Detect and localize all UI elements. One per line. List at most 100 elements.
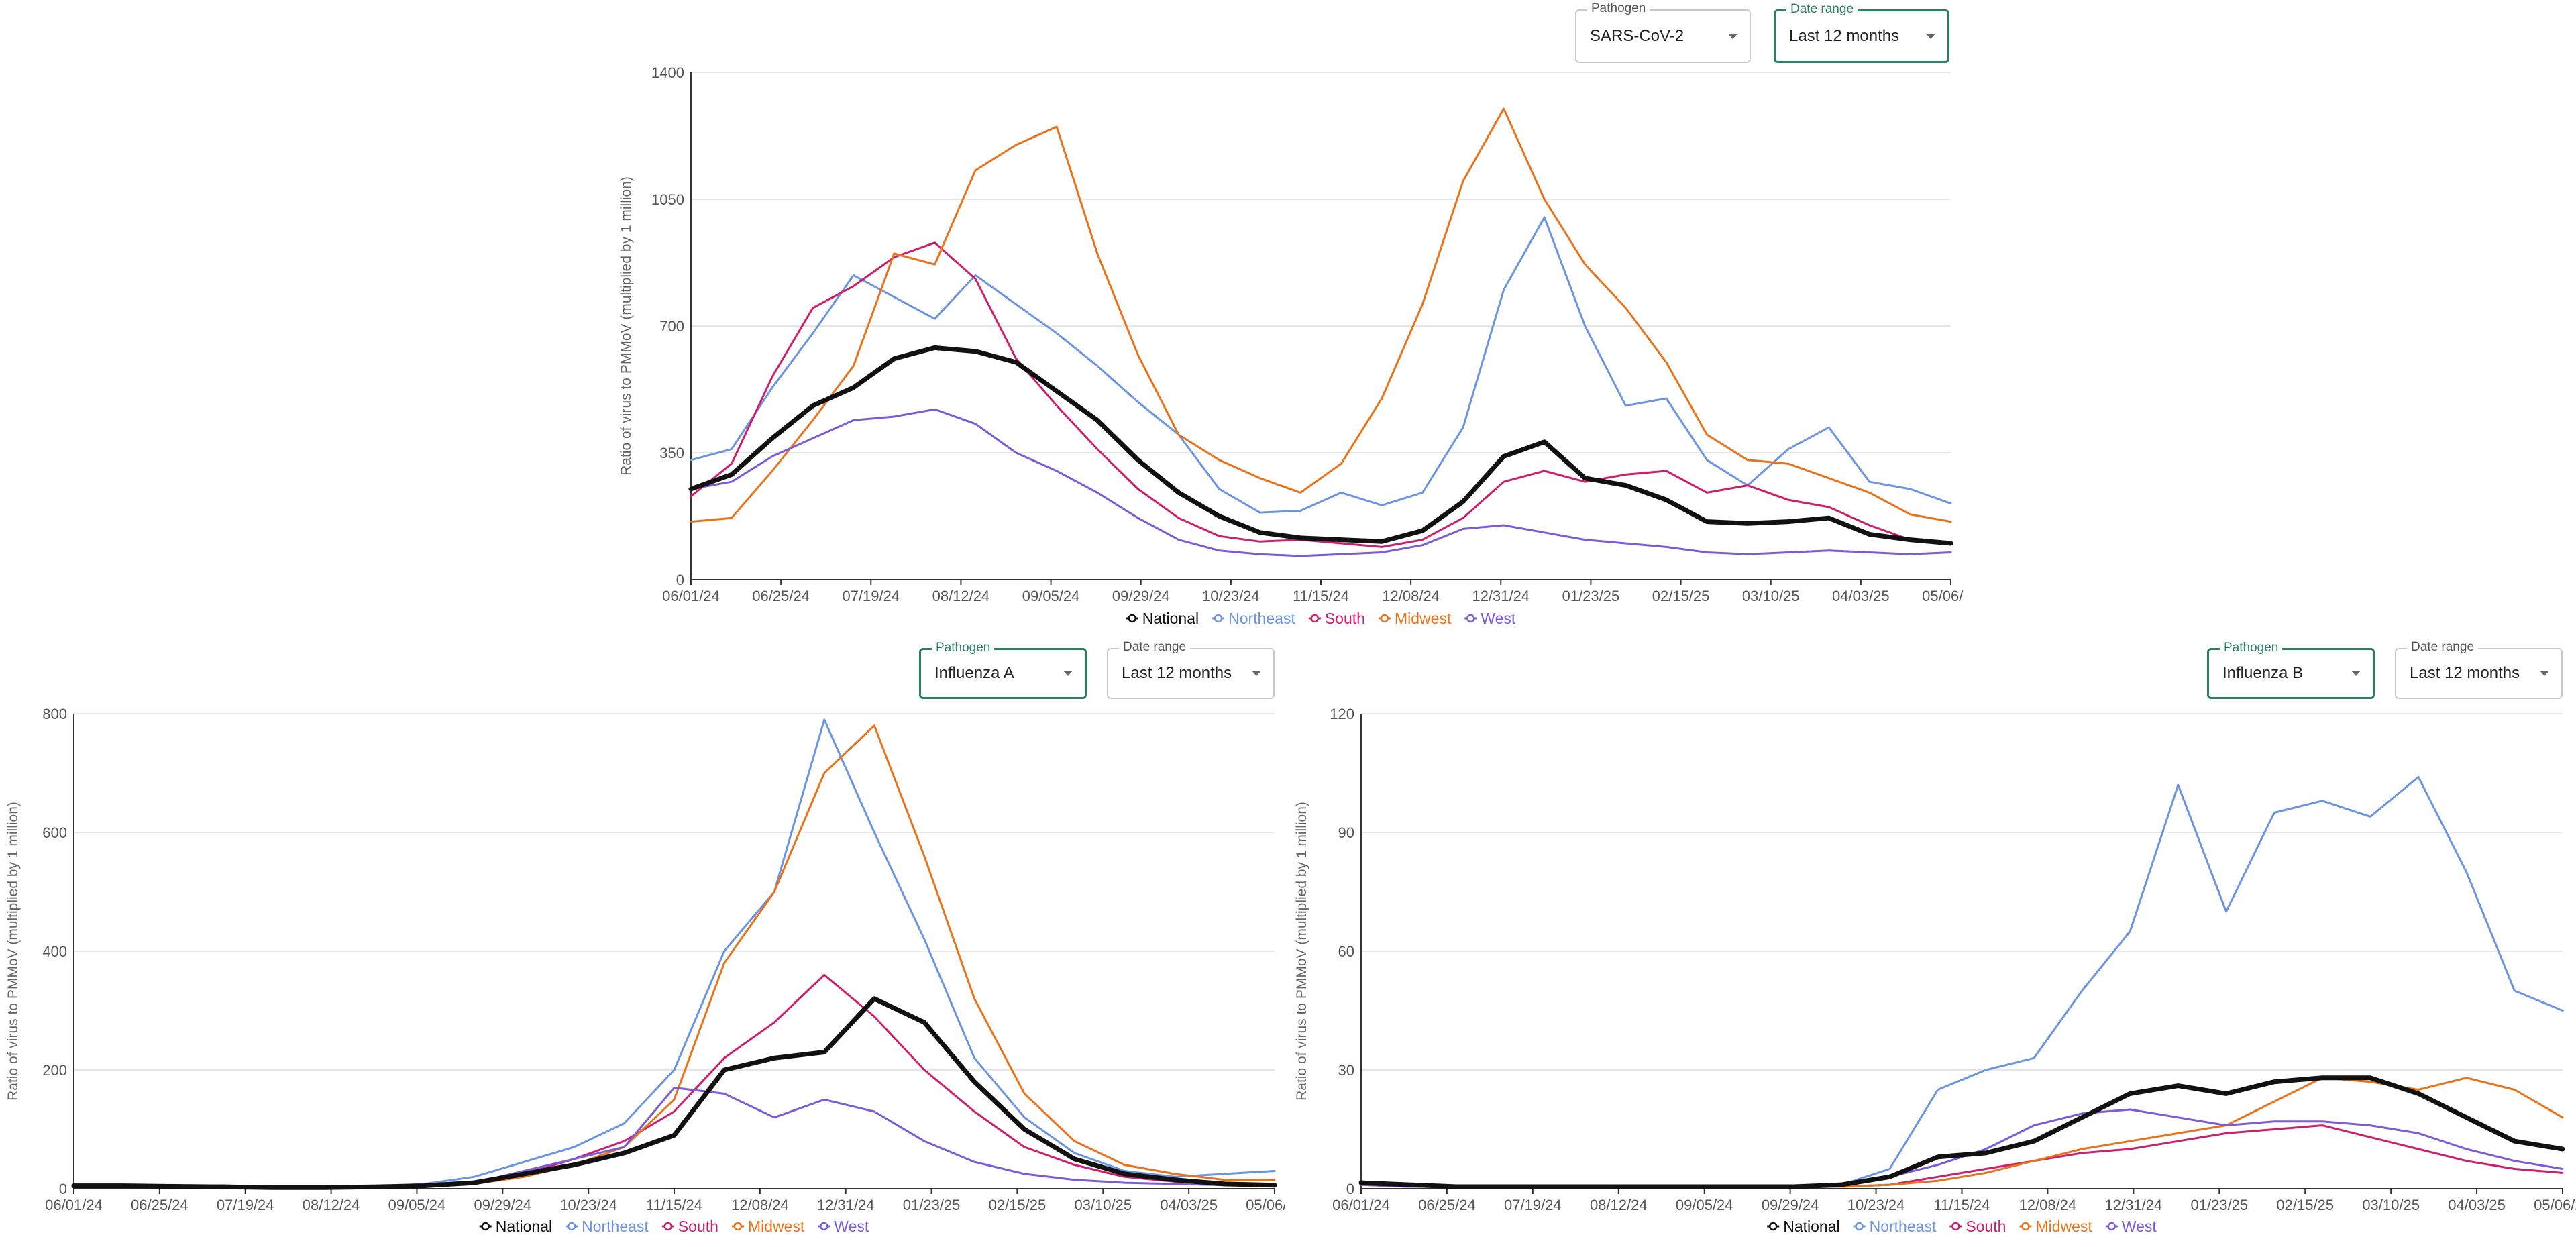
x-tick-label: 07/19/24 (217, 1197, 274, 1213)
series-line-national (688, 345, 1953, 546)
legend-item-national: National (1767, 1217, 1840, 1235)
y-tick-label: 200 (42, 1062, 67, 1079)
x-tick-label: 10/23/24 (559, 1197, 617, 1213)
chevron-down-icon (2351, 671, 2361, 676)
x-tick-label: 08/12/24 (1590, 1197, 1648, 1213)
legend-marker (663, 1222, 673, 1231)
x-tick-label: 06/25/24 (131, 1197, 189, 1213)
pathogen-select[interactable]: Pathogen Influenza B (2207, 641, 2375, 699)
x-tick-label: 01/23/25 (1562, 588, 1620, 604)
legend-label: South (1966, 1217, 2006, 1235)
legend-marker (2107, 1222, 2116, 1231)
x-tick-label: 10/23/24 (1202, 588, 1260, 604)
chevron-down-icon (2540, 671, 2549, 676)
x-tick-label: 12/31/24 (817, 1197, 875, 1213)
x-tick-label: 09/05/24 (388, 1197, 446, 1213)
x-tick-label: 09/29/24 (1112, 588, 1170, 604)
date-range-select[interactable]: Date range Last 12 months (1107, 640, 1275, 699)
x-tick-label: 11/15/24 (646, 1197, 702, 1213)
pathogen-select-value: Influenza A (934, 664, 1014, 682)
legend-label: West (2122, 1217, 2157, 1235)
x-tick-label: 02/15/25 (2276, 1197, 2334, 1213)
x-tick-label: 11/15/24 (1293, 588, 1349, 604)
legend-item-northeast: Northeast (1853, 1217, 1937, 1235)
date-range-select-value: Last 12 months (1789, 27, 1900, 45)
x-tick-label: 02/15/25 (989, 1197, 1046, 1213)
x-tick-label: 11/15/24 (1933, 1197, 1990, 1213)
x-tick-label: 10/23/24 (1847, 1197, 1905, 1213)
influenza-b-panel: Pathogen Influenza B Date range Last 12 … (1291, 637, 2576, 1247)
x-tick-label: 06/25/24 (752, 588, 810, 604)
date-range-select-label: Date range (1119, 640, 1191, 655)
legend-label: National (496, 1217, 552, 1235)
legend-marker (567, 1222, 576, 1231)
legend-item-northeast: Northeast (1212, 610, 1295, 627)
x-tick-label: 04/03/25 (1160, 1197, 1218, 1213)
x-tick-label: 04/03/25 (1832, 588, 1890, 604)
legend-item-northeast: Northeast (566, 1217, 649, 1235)
series-line-south (72, 973, 1276, 1189)
date-range-select[interactable]: Date range Last 12 months (1774, 2, 1949, 63)
y-tick-label: 0 (676, 572, 684, 588)
legend-label: Midwest (748, 1217, 805, 1235)
date-range-select[interactable]: Date range Last 12 months (2395, 640, 2563, 699)
legend-label: Northeast (1870, 1217, 1937, 1235)
legend-marker (1855, 1222, 1864, 1231)
x-tick-label: 03/10/25 (1074, 1197, 1132, 1213)
series-line-midwest (690, 107, 1952, 523)
x-tick-label: 09/05/24 (1676, 1197, 1733, 1213)
x-tick-label: 05/06/25 (2534, 1197, 2576, 1213)
date-range-select-value: Last 12 months (2410, 664, 2520, 682)
series-line-west (1360, 1108, 2564, 1188)
date-range-select-value: Last 12 months (1122, 664, 1232, 682)
pathogen-select-label: Pathogen (1587, 1, 1650, 16)
legend-item-west: West (818, 1217, 869, 1235)
y-tick-label: 0 (1346, 1181, 1354, 1197)
x-tick-label: 06/25/24 (1418, 1197, 1476, 1213)
y-tick-label: 1050 (651, 191, 684, 208)
x-tick-label: 07/19/24 (842, 588, 900, 604)
x-tick-label: 07/19/24 (1504, 1197, 1562, 1213)
legend-marker (1951, 1222, 1960, 1231)
legend-label: Midwest (1395, 610, 1452, 627)
x-tick-label: 03/10/25 (1742, 588, 1800, 604)
y-tick-label: 90 (1338, 824, 1354, 841)
sars-cov-2-panel: Pathogen SARS-CoV-2 Date range Last 12 m… (609, 0, 1964, 637)
legend-marker (1128, 614, 1136, 623)
legend-label: South (1325, 610, 1365, 627)
series-line-national (1358, 1075, 2565, 1189)
legend-marker (733, 1222, 743, 1231)
x-tick-label: 09/29/24 (474, 1197, 531, 1213)
pathogen-select[interactable]: Pathogen Influenza A (919, 641, 1087, 699)
x-tick-label: 09/29/24 (1762, 1197, 1819, 1213)
legend-marker (481, 1222, 490, 1231)
x-tick-label: 01/23/25 (2190, 1197, 2248, 1213)
y-tick-label: 350 (659, 445, 684, 462)
legend-label: Northeast (1228, 610, 1295, 627)
legend-marker (1310, 614, 1320, 623)
legend-item-midwest: Midwest (2019, 1217, 2092, 1235)
series-line-national (71, 996, 1277, 1190)
y-tick-label: 400 (42, 943, 67, 960)
x-tick-label: 12/08/24 (2019, 1197, 2077, 1213)
pathogen-select[interactable]: Pathogen SARS-CoV-2 (1575, 1, 1751, 63)
sars-cov-2-chart: 0 350 700 1050 1400 06/01/24 06/25/24 07/19/24 0… (619, 64, 1964, 627)
chevron-down-icon (1063, 671, 1073, 676)
x-tick-label: 12/08/24 (1382, 588, 1440, 604)
legend-marker (1466, 614, 1475, 623)
date-range-select-label: Date range (2407, 640, 2479, 655)
legend-label: South (678, 1217, 718, 1235)
chevron-down-icon (1728, 34, 1737, 39)
legend-item-midwest: Midwest (731, 1217, 805, 1235)
legend: National Northeast South Midwest West (479, 1217, 869, 1235)
x-tick-label: 04/03/25 (2448, 1197, 2506, 1213)
y-tick-label: 700 (659, 318, 684, 335)
legend-marker (1214, 614, 1223, 623)
series-line-northeast (1360, 775, 2564, 1188)
x-tick-label: 06/01/24 (1332, 1197, 1390, 1213)
y-tick-label: 800 (42, 706, 67, 722)
x-tick-label: 06/01/24 (662, 588, 720, 604)
legend-marker (820, 1222, 828, 1231)
x-tick-label: 05/06/25 (1246, 1197, 1285, 1213)
y-axis-label: Ratio of virus to PMMoV (multiplied by 1… (1294, 802, 1309, 1101)
